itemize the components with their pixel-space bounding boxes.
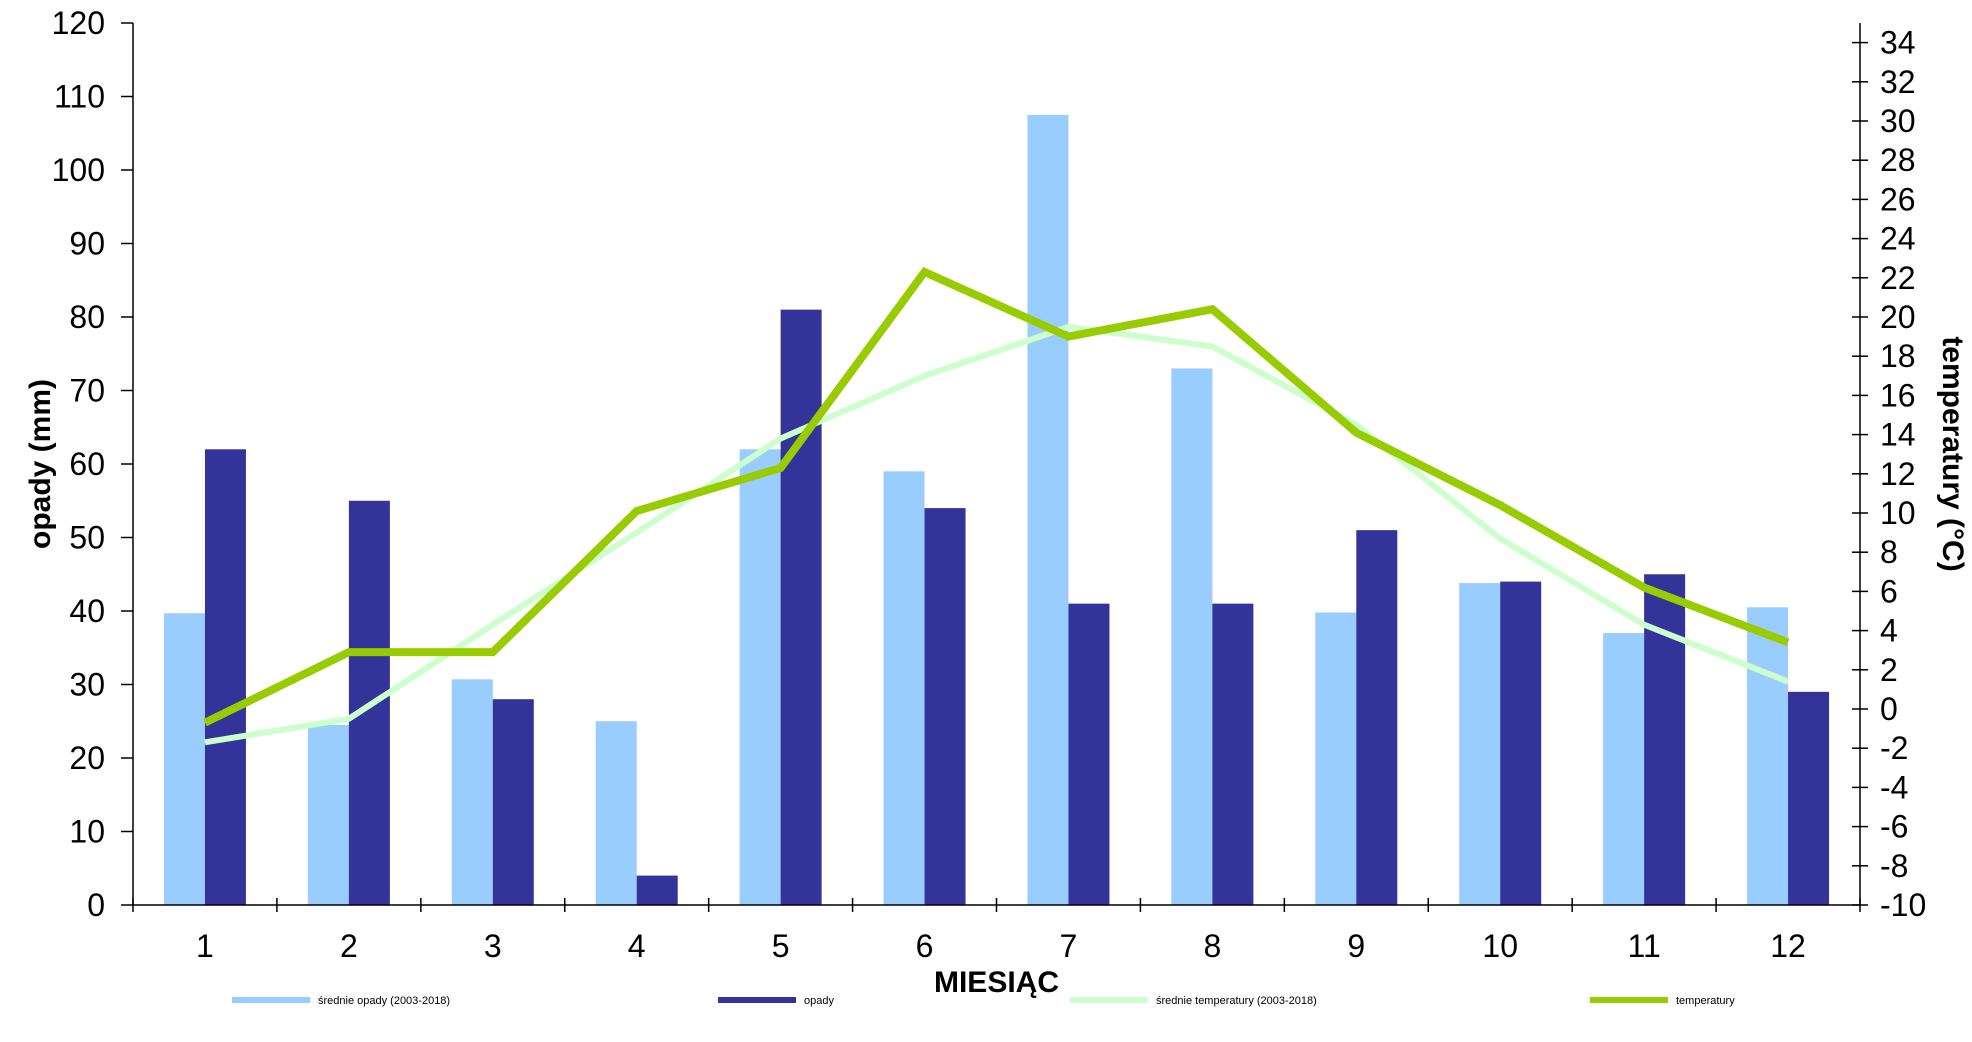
left-tick-label: 20 (69, 740, 105, 776)
x-tick-label-1: 1 (196, 928, 214, 964)
left-tick-label: 60 (69, 446, 105, 482)
left-tick-label: 40 (69, 593, 105, 629)
left-tick-label: 80 (69, 299, 105, 335)
bar-avg-precip-2 (307, 724, 349, 905)
right-tick-label: 8 (1880, 534, 1898, 570)
right-tick-label: 28 (1880, 142, 1916, 178)
x-tick-label-8: 8 (1203, 928, 1221, 964)
legend: średnie opady (2003-2018) opady średnie te… (232, 995, 1735, 1007)
right-tick-label: 34 (1880, 25, 1916, 61)
x-tick-label-6: 6 (916, 928, 934, 964)
bar-avg-precip-12 (1747, 607, 1789, 905)
left-y-axis-label: opady (mm) (24, 379, 57, 549)
bar-precip-10 (1500, 581, 1542, 905)
bar-precip-8 (1212, 603, 1254, 905)
bar-avg-precip-9 (1315, 612, 1357, 905)
right-tick-label: 2 (1880, 652, 1898, 688)
right-y-ticks: -10-8-6-4-202468101214161820222426283032… (1852, 25, 1926, 923)
bar-avg-precip-1 (163, 613, 205, 905)
x-tick-label-5: 5 (772, 928, 790, 964)
bar-precip-4 (636, 875, 678, 905)
legend-label-1: średnie opady (2003-2018) (318, 995, 450, 1007)
legend-label-2: opady (804, 995, 834, 1007)
bar-avg-precip-11 (1603, 633, 1645, 905)
line-layer (203, 266, 1790, 746)
left-y-ticks: 0 10 20 30 40 50 60 70 80 90 100 110 120 (52, 5, 133, 923)
left-tick-label: 0 (87, 887, 105, 923)
bar-layer (163, 114, 1830, 905)
left-tick-label: 100 (52, 152, 105, 188)
left-tick-label: 120 (52, 5, 105, 41)
left-tick-label: 10 (69, 814, 105, 850)
right-tick-label: 14 (1880, 417, 1916, 453)
bar-precip-3 (492, 699, 534, 905)
right-tick-label: 20 (1880, 299, 1916, 335)
x-tick-label-3: 3 (484, 928, 502, 964)
right-tick-label: 32 (1880, 64, 1916, 100)
right-tick-label: 24 (1880, 221, 1916, 257)
left-tick-label: 30 (69, 667, 105, 703)
bar-avg-precip-8 (1171, 368, 1213, 905)
bar-precip-11 (1644, 574, 1686, 905)
bar-avg-precip-6 (883, 471, 925, 905)
right-tick-label: 6 (1880, 573, 1898, 609)
x-tick-label-7: 7 (1060, 928, 1078, 964)
bar-precip-6 (924, 508, 966, 905)
right-tick-label: 18 (1880, 338, 1916, 374)
right-tick-label: 10 (1880, 495, 1916, 531)
legend-label-3: średnie temperatury (2003-2018) (1156, 995, 1317, 1007)
right-tick-label: -4 (1880, 769, 1908, 805)
bar-precip-7 (1068, 603, 1110, 905)
x-tick-label-4: 4 (628, 928, 646, 964)
right-tick-label: -2 (1880, 730, 1908, 766)
bar-precip-1 (204, 449, 246, 905)
bar-avg-precip-5 (739, 449, 781, 905)
x-axis-label: MIESIĄC (934, 966, 1059, 999)
left-tick-label: 110 (54, 79, 105, 115)
x-ticks: 1 2 3 4 5 6 7 8 9 10 11 12 (132, 898, 1861, 964)
axes-layer (132, 23, 1861, 906)
right-tick-label: 30 (1880, 103, 1916, 139)
right-tick-label: -8 (1880, 848, 1908, 884)
bar-precip-12 (1788, 691, 1830, 905)
bar-avg-precip-4 (595, 721, 637, 905)
left-tick-label: 90 (69, 226, 105, 262)
x-tick-label-2: 2 (340, 928, 358, 964)
left-tick-label: 70 (69, 373, 105, 409)
x-tick-label-10: 10 (1482, 928, 1518, 964)
left-tick-label: 50 (69, 520, 105, 556)
right-tick-label: 26 (1880, 181, 1916, 217)
right-y-axis-label: temperatury (°C) (1936, 336, 1969, 571)
right-tick-label: 4 (1880, 613, 1898, 649)
right-tick-label: 12 (1880, 456, 1916, 492)
right-tick-label: -10 (1880, 887, 1926, 923)
x-tick-label-11: 11 (1628, 928, 1661, 964)
bar-avg-precip-10 (1459, 583, 1501, 905)
legend-label-4: temperatury (1676, 995, 1735, 1007)
bar-avg-precip-7 (1027, 114, 1069, 905)
series-line-avg-temperature (204, 323, 1790, 746)
x-tick-label-12: 12 (1770, 928, 1806, 964)
x-tick-label-9: 9 (1347, 928, 1365, 964)
bar-avg-precip-3 (451, 679, 493, 905)
bar-precip-9 (1356, 530, 1398, 905)
series-line-temperature (203, 266, 1790, 727)
right-tick-label: -6 (1880, 809, 1908, 845)
right-tick-label: 16 (1880, 377, 1916, 413)
right-tick-label: 0 (1880, 691, 1898, 727)
right-tick-label: 22 (1880, 260, 1916, 296)
bar-precip-5 (780, 309, 822, 905)
